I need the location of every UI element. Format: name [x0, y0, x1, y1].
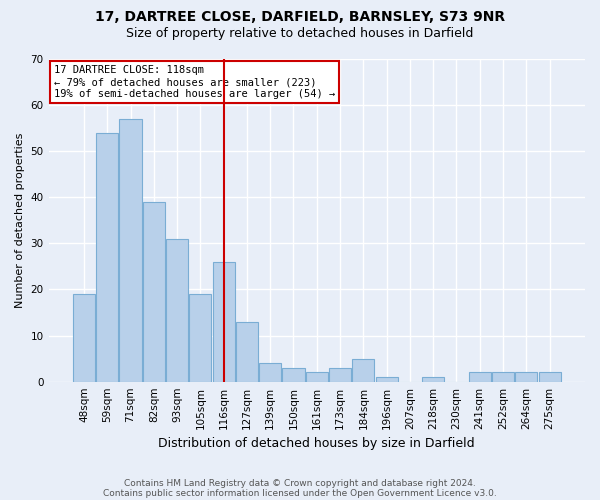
- Bar: [143, 202, 165, 382]
- Bar: [166, 239, 188, 382]
- Text: Contains public sector information licensed under the Open Government Licence v3: Contains public sector information licen…: [103, 488, 497, 498]
- Bar: [283, 368, 305, 382]
- Bar: [190, 294, 211, 382]
- X-axis label: Distribution of detached houses by size in Darfield: Distribution of detached houses by size …: [158, 437, 475, 450]
- Y-axis label: Number of detached properties: Number of detached properties: [15, 132, 25, 308]
- Bar: [96, 133, 118, 382]
- Text: Contains HM Land Registry data © Crown copyright and database right 2024.: Contains HM Land Registry data © Crown c…: [124, 478, 476, 488]
- Bar: [119, 119, 142, 382]
- Bar: [376, 377, 398, 382]
- Bar: [352, 358, 374, 382]
- Bar: [73, 294, 95, 382]
- Bar: [422, 377, 444, 382]
- Bar: [515, 372, 538, 382]
- Bar: [306, 372, 328, 382]
- Bar: [259, 363, 281, 382]
- Text: 17, DARTREE CLOSE, DARFIELD, BARNSLEY, S73 9NR: 17, DARTREE CLOSE, DARFIELD, BARNSLEY, S…: [95, 10, 505, 24]
- Text: Size of property relative to detached houses in Darfield: Size of property relative to detached ho…: [127, 28, 473, 40]
- Bar: [492, 372, 514, 382]
- Text: 17 DARTREE CLOSE: 118sqm
← 79% of detached houses are smaller (223)
19% of semi-: 17 DARTREE CLOSE: 118sqm ← 79% of detach…: [54, 66, 335, 98]
- Bar: [539, 372, 560, 382]
- Bar: [236, 322, 258, 382]
- Bar: [329, 368, 351, 382]
- Bar: [469, 372, 491, 382]
- Bar: [212, 262, 235, 382]
